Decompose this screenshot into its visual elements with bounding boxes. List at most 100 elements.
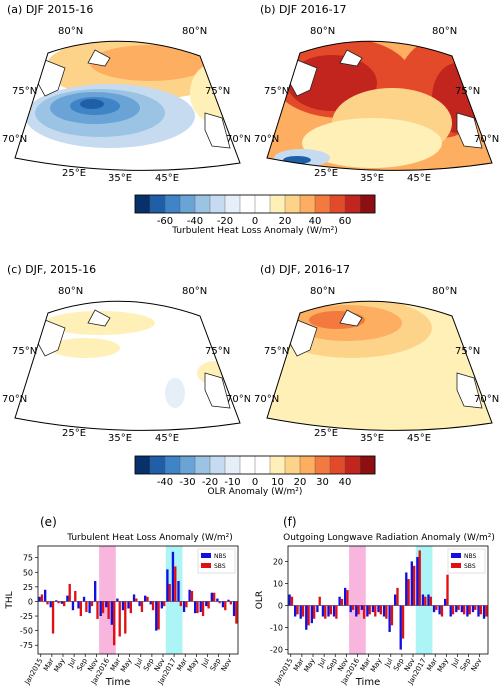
chart-e-bar-sbs: [224, 601, 227, 611]
chart-f-bar-nbs: [371, 605, 375, 613]
chart-f-bar-nbs: [377, 605, 380, 613]
lat-label: 70°N: [254, 394, 279, 405]
chart-e-ytick-label: 75: [23, 554, 33, 563]
chart-e-xlabel: Time: [105, 677, 130, 688]
lat-label: 75°N: [205, 346, 230, 357]
colorbar-thl: -60 -40 -20 0 20 40 60: [134, 194, 376, 227]
map-title-d: (d) DJF, 2016-17: [260, 263, 351, 276]
chart-f-bar-sbs: [451, 605, 455, 615]
chart-e-bar-nbs: [105, 601, 108, 608]
chart-e-ytick-label: 25: [23, 583, 33, 592]
colorbar-thl-label: Turbulent Heat Loss Anomaly (W/m²): [172, 226, 338, 236]
map-a: 80°N 80°N 75°N 75°N 70°N 70°N 25°E 35°E …: [2, 26, 250, 184]
chart-f-bar-nbs: [327, 605, 330, 617]
chart-f-bar-nbs: [344, 587, 347, 606]
chart-f-xtick-label: May: [369, 657, 383, 674]
chart-e-bar-nbs: [155, 601, 158, 631]
colorbar-olr: -40 -30 -20 -10 0 10 20 30 40: [134, 455, 376, 488]
chart-f-legend: NBS SBS: [447, 548, 486, 574]
chart-e-bar-nbs: [138, 601, 141, 607]
chart-e-bar-sbs: [113, 601, 116, 646]
chart-e-bar-sbs: [218, 601, 221, 604]
chart-f-xtick-label: Jan2015: [273, 657, 295, 687]
chart-f-bar-nbs: [421, 594, 425, 606]
colorbar-thl-tick-label: 40: [309, 216, 322, 227]
chart-f-xtick-label: Nov: [470, 657, 484, 673]
chart-e-bar-sbs: [207, 601, 210, 609]
colorbar-olr-frame: [134, 455, 376, 475]
colorbar-olr-tick-label: -30: [179, 477, 195, 488]
colorbar-olr-swatch: [149, 455, 166, 475]
chart-f-bar-sbs: [396, 587, 399, 606]
chart-f-bar-sbs: [468, 605, 471, 615]
chart-f-bar-sbs: [329, 605, 332, 615]
chart-f-xtick-label: May: [436, 657, 450, 674]
lat-label: 75°N: [264, 86, 289, 97]
lon-label: 45°E: [407, 433, 431, 444]
chart-f-ytick-label: 10: [273, 579, 283, 588]
chart-f-bar-nbs: [477, 605, 480, 617]
chart-f-legend-swatch: [451, 553, 461, 558]
chart-f-bar-sbs: [418, 550, 421, 606]
chart-e-bar-sbs: [146, 596, 149, 602]
map-title-b: (b) DJF 2016-17: [260, 3, 347, 16]
chart-f-legend-label: NBS: [464, 553, 476, 560]
chart-e-bar-sbs: [163, 601, 166, 607]
lon-label: 45°E: [155, 173, 179, 184]
chart-e-bar-nbs: [132, 594, 136, 602]
lon-label: 25°E: [62, 168, 86, 179]
chart-f-bar-sbs: [290, 596, 294, 606]
chart-e-bar-nbs: [144, 595, 147, 602]
lat-label: 80°N: [310, 26, 335, 37]
chart-f-bar-sbs: [296, 605, 299, 615]
colorbar-thl-swatch: [284, 194, 301, 214]
colorbar-olr-swatch: [359, 455, 376, 475]
chart-e-ytick-label: 0: [28, 597, 33, 606]
chart-e-legend-swatch: [201, 553, 211, 558]
chart-f-bar-nbs: [382, 605, 386, 617]
chart-e-bar-sbs: [201, 601, 205, 617]
chart-e-bar-sbs: [235, 601, 238, 624]
chart-e-legend-swatch: [201, 563, 211, 568]
chart-e-ytick-label: -75: [20, 641, 33, 650]
chart-f-bar-sbs: [318, 596, 321, 606]
lat-label: 70°N: [2, 394, 27, 405]
chart-f-bar-nbs: [321, 605, 325, 617]
chart-e-bar-sbs: [46, 601, 49, 605]
chart-f-ytick-label: -10: [270, 624, 283, 633]
lon-label: 45°E: [407, 173, 431, 184]
lat-label: 80°N: [182, 26, 207, 37]
lon-label: 45°E: [155, 433, 179, 444]
chart-e-highlight-band: [99, 546, 116, 654]
colorbar-thl-tick-label: -60: [157, 216, 173, 227]
chart-e-bar-sbs: [96, 601, 99, 619]
chart-f-bar-sbs: [385, 605, 388, 619]
chart-f-xtick-label: Jul: [450, 657, 462, 669]
chart-e-bar-nbs: [227, 599, 230, 602]
chart-f-xtick-label: Jul: [316, 657, 328, 669]
chart-e-legend-label: NBS: [214, 553, 226, 560]
chart-e-xtick-label: Jan2015: [23, 657, 45, 687]
colorbar-thl-frame: [134, 194, 376, 214]
chart-e-xtick-label: Jul: [133, 657, 145, 669]
colorbar-olr-tick-label: 20: [294, 477, 307, 488]
chart-f-bar-sbs: [335, 605, 338, 619]
lon-label: 25°E: [62, 428, 86, 439]
chart-f-ylabel: OLR: [255, 591, 265, 609]
chart-f-bar-nbs: [444, 598, 447, 606]
chart-f-xtick-label: Jul: [383, 657, 395, 669]
chart-e-bar-nbs: [171, 551, 175, 602]
lat-label: 70°N: [226, 134, 250, 145]
colorbar-thl-swatch: [299, 194, 316, 214]
colorbar-olr-swatch: [179, 455, 196, 475]
chart-f-bar-nbs: [482, 605, 486, 619]
chart-e-bar-sbs: [168, 583, 171, 602]
chart-e-bar-nbs: [221, 601, 225, 608]
chart-e-bar-sbs: [85, 601, 88, 612]
chart-f-bar-nbs: [355, 605, 358, 617]
lon-label: 35°E: [360, 433, 384, 444]
chart-e-bar-sbs: [79, 601, 82, 617]
chart-f-bar-nbs: [438, 605, 441, 615]
chart-f-bar-nbs: [332, 605, 336, 617]
chart-e-ytick-label: -25: [20, 612, 33, 621]
